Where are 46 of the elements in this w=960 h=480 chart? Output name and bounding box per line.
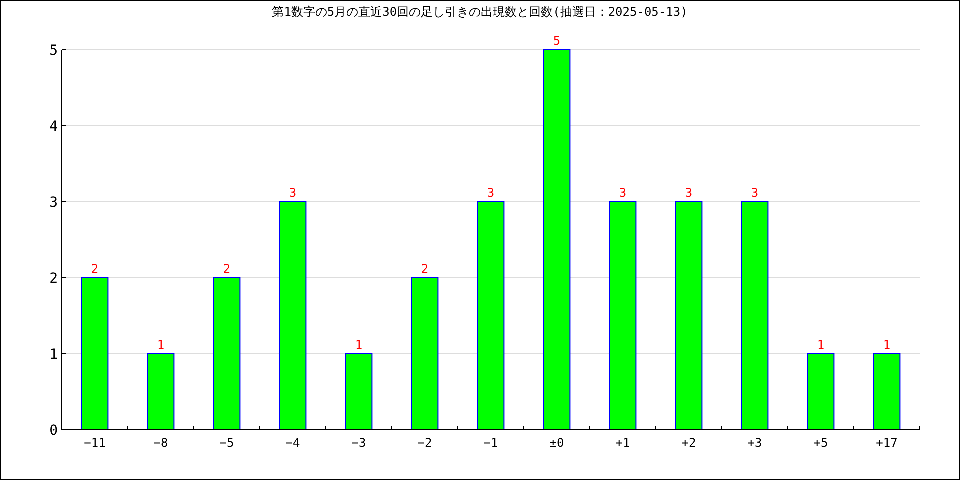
x-tick-label: +1 bbox=[616, 436, 630, 450]
bar bbox=[675, 202, 703, 430]
y-tick-label: 4 bbox=[50, 119, 58, 135]
x-tick-label: +5 bbox=[814, 436, 828, 450]
x-tick-label: +3 bbox=[748, 436, 762, 450]
bar bbox=[345, 354, 373, 430]
bar bbox=[411, 278, 439, 430]
bar bbox=[279, 202, 307, 430]
bar bbox=[81, 278, 109, 430]
x-tick-label: ±0 bbox=[550, 436, 564, 450]
x-tick-label: +2 bbox=[682, 436, 696, 450]
bar bbox=[147, 354, 175, 430]
x-tick-label: −8 bbox=[154, 436, 168, 450]
bar bbox=[741, 202, 769, 430]
data-label: 3 bbox=[685, 186, 693, 200]
data-label: 2 bbox=[91, 262, 99, 276]
y-tick-label: 5 bbox=[50, 43, 58, 59]
x-tick-label: −11 bbox=[84, 436, 106, 450]
x-tick-label: −2 bbox=[418, 436, 432, 450]
bar bbox=[873, 354, 901, 430]
x-tick-label: −1 bbox=[484, 436, 498, 450]
x-tick-label: −3 bbox=[352, 436, 366, 450]
y-tick-label: 2 bbox=[50, 271, 58, 287]
bar bbox=[213, 278, 241, 430]
chart-title: 第1数字の5月の直近30回の足し引きの出現数と回数(抽選日：2025-05-13) bbox=[272, 5, 688, 19]
bar bbox=[609, 202, 637, 430]
data-label: 1 bbox=[157, 338, 165, 352]
x-tick-label: −4 bbox=[286, 436, 300, 450]
data-label: 3 bbox=[619, 186, 627, 200]
data-label: 3 bbox=[289, 186, 297, 200]
bar bbox=[807, 354, 835, 430]
x-tick-label: −5 bbox=[220, 436, 234, 450]
y-tick-label: 1 bbox=[50, 347, 58, 363]
y-tick-label: 0 bbox=[50, 423, 58, 439]
x-tick-label: +17 bbox=[876, 436, 898, 450]
data-label: 5 bbox=[553, 34, 561, 48]
bar bbox=[477, 202, 505, 430]
data-label: 2 bbox=[223, 262, 231, 276]
data-label: 3 bbox=[487, 186, 495, 200]
data-label: 2 bbox=[421, 262, 429, 276]
bar bbox=[543, 50, 571, 430]
data-label: 1 bbox=[355, 338, 363, 352]
y-tick-label: 3 bbox=[50, 195, 58, 211]
data-label: 1 bbox=[883, 338, 891, 352]
data-label: 1 bbox=[817, 338, 825, 352]
data-label: 3 bbox=[751, 186, 759, 200]
